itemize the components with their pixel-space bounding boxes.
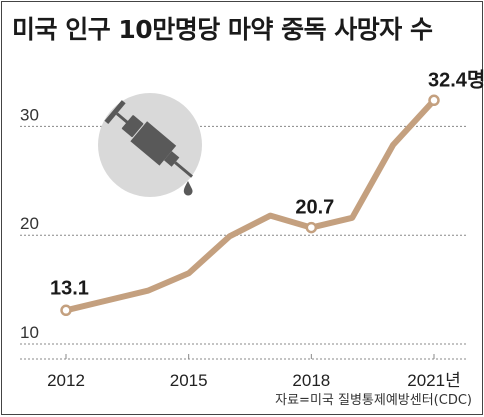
series-line xyxy=(63,97,437,314)
syringe-icon xyxy=(98,93,202,197)
data-point-2012 xyxy=(60,304,72,317)
x-tick-label-2018: 2018 xyxy=(292,371,330,390)
source-note: 자료=미국 질병통제예방센터(CDC) xyxy=(275,393,472,408)
data-label-2021: 32.4명 xyxy=(428,68,484,91)
data-labels: 13.1 20.7 32.4명 xyxy=(50,68,484,299)
x-tick-label-2015: 2015 xyxy=(170,371,208,390)
x-tick-label-2012: 2012 xyxy=(47,371,85,390)
axis-ticks: 30 20 10 2012 2015 2018 2021년 xyxy=(20,105,461,390)
data-label-2018: 20.7 xyxy=(295,197,334,219)
data-label-2012: 13.1 xyxy=(50,277,89,299)
data-point-2018 xyxy=(305,221,318,234)
y-tick-label-30: 30 xyxy=(20,105,39,124)
chart-title: 미국 인구 10만명당 마약 중독 사망자 수 xyxy=(12,15,433,44)
y-tick-label-20: 20 xyxy=(20,214,39,233)
y-tick-label-10: 10 xyxy=(20,323,39,342)
data-point-2021 xyxy=(428,94,440,107)
series-line-group xyxy=(60,94,440,317)
gridlines xyxy=(20,125,466,360)
x-tick-label-2021: 2021년 xyxy=(407,371,460,390)
